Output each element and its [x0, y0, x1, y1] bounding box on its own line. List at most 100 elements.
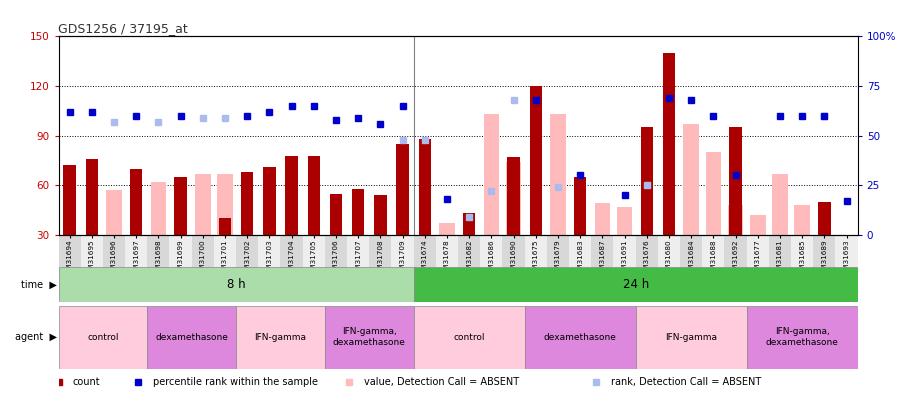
Bar	[464, 213, 475, 235]
Bar	[236, 306, 325, 369]
Bar	[169, 235, 192, 298]
Text: IFN-gamma,
dexamethasone: IFN-gamma, dexamethasone	[333, 328, 406, 347]
Bar	[414, 267, 858, 302]
Text: percentile rank within the sample: percentile rank within the sample	[153, 377, 318, 387]
Text: 8 h: 8 h	[227, 278, 246, 291]
Bar	[192, 235, 214, 298]
Text: rank, Detection Call = ABSENT: rank, Detection Call = ABSENT	[610, 377, 760, 387]
Bar	[574, 177, 586, 235]
Bar	[706, 152, 721, 235]
Bar	[730, 128, 742, 235]
Bar	[58, 235, 81, 298]
Bar	[728, 205, 743, 235]
Bar	[81, 235, 103, 298]
Bar	[125, 235, 148, 298]
Text: dexamethasone: dexamethasone	[156, 333, 228, 342]
Text: value, Detection Call = ABSENT: value, Detection Call = ABSENT	[364, 377, 518, 387]
Bar	[530, 86, 542, 235]
Bar	[150, 182, 166, 235]
Bar	[397, 144, 409, 235]
Bar	[569, 235, 591, 298]
Bar	[103, 235, 125, 298]
Bar	[86, 159, 98, 235]
Bar	[750, 215, 766, 235]
Bar	[418, 139, 431, 235]
Bar	[392, 235, 414, 298]
Bar	[795, 205, 810, 235]
Bar	[683, 124, 699, 235]
Text: agent  ▶: agent ▶	[14, 332, 57, 342]
Bar	[525, 306, 635, 369]
Bar	[641, 128, 652, 235]
Text: GDS1256 / 37195_at: GDS1256 / 37195_at	[58, 22, 188, 35]
Bar	[148, 306, 236, 369]
Text: count: count	[73, 377, 101, 387]
Text: IFN-gamma,
dexamethasone: IFN-gamma, dexamethasone	[766, 328, 839, 347]
Bar	[663, 53, 675, 235]
Bar	[791, 235, 814, 298]
Bar	[436, 235, 458, 298]
Bar	[616, 207, 633, 235]
Bar	[64, 165, 76, 235]
Bar	[702, 235, 724, 298]
Bar	[591, 235, 614, 298]
Bar	[281, 235, 302, 298]
Text: 24 h: 24 h	[623, 278, 649, 291]
Bar	[614, 235, 635, 298]
Bar	[347, 235, 369, 298]
Bar	[258, 235, 281, 298]
Bar	[680, 235, 702, 298]
Bar	[369, 235, 392, 298]
Bar	[481, 235, 502, 298]
Bar	[483, 114, 500, 235]
Bar	[175, 177, 186, 235]
Bar	[508, 157, 519, 235]
Bar	[458, 235, 481, 298]
Bar	[814, 235, 835, 298]
Bar	[264, 167, 275, 235]
Bar	[195, 174, 211, 235]
Bar	[550, 114, 566, 235]
Bar	[285, 156, 298, 235]
Bar	[439, 223, 454, 235]
Bar	[818, 202, 831, 235]
Bar	[236, 235, 258, 298]
Bar	[506, 162, 521, 235]
Bar	[747, 306, 858, 369]
Bar	[374, 195, 386, 235]
Bar	[414, 306, 525, 369]
Bar	[502, 235, 525, 298]
Text: IFN-gamma: IFN-gamma	[665, 333, 717, 342]
Bar	[308, 156, 320, 235]
Text: control: control	[454, 333, 485, 342]
Bar	[58, 267, 414, 302]
Bar	[219, 218, 231, 235]
Bar	[835, 235, 858, 298]
Bar	[330, 194, 342, 235]
Bar	[241, 172, 253, 235]
Bar	[214, 235, 236, 298]
Bar	[325, 306, 414, 369]
Bar	[352, 189, 365, 235]
Bar	[595, 203, 610, 235]
Bar	[547, 235, 569, 298]
Text: dexamethasone: dexamethasone	[544, 333, 617, 342]
Bar	[658, 235, 680, 298]
Text: time  ▶: time ▶	[21, 279, 57, 290]
Bar	[772, 174, 788, 235]
Bar	[841, 235, 852, 238]
Bar	[148, 235, 169, 298]
Bar	[414, 235, 436, 298]
Bar	[217, 174, 233, 235]
Bar	[635, 306, 747, 369]
Bar	[106, 190, 122, 235]
Text: IFN-gamma: IFN-gamma	[255, 333, 307, 342]
Bar	[769, 235, 791, 298]
Bar	[302, 235, 325, 298]
Bar	[747, 235, 769, 298]
Bar	[130, 169, 142, 235]
Bar	[58, 306, 148, 369]
Bar	[325, 235, 347, 298]
Bar	[525, 235, 547, 298]
Bar	[724, 235, 747, 298]
